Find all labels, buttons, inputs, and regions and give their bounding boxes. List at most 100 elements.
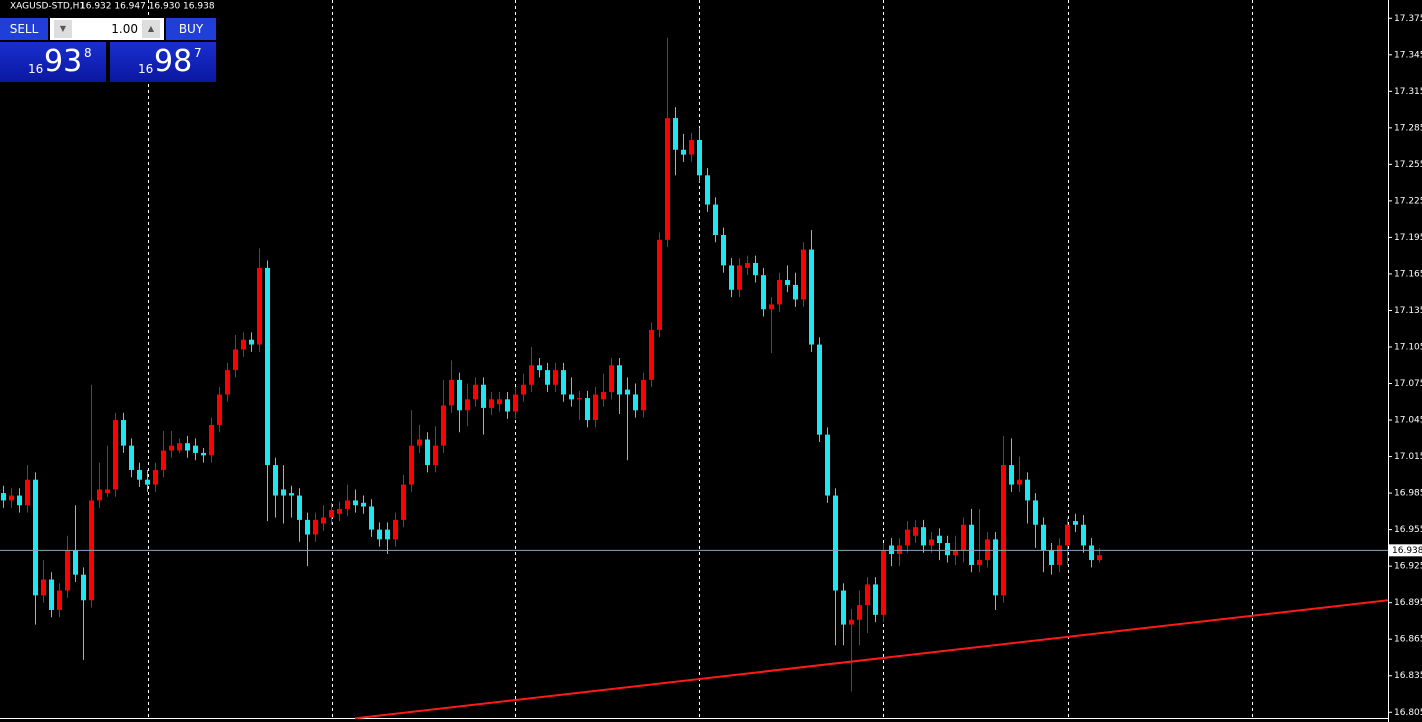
candle-body (689, 140, 694, 155)
sell-price[interactable]: 16 93 8 (0, 42, 106, 82)
candle-body (169, 445, 174, 451)
candle-body (473, 384, 478, 400)
buy-button[interactable]: BUY (166, 18, 216, 40)
candle-body (105, 489, 110, 494)
candle-body (185, 443, 190, 451)
candle-body (97, 489, 102, 501)
candle-body (337, 508, 342, 514)
candle-body (545, 370, 550, 385)
lot-down[interactable]: ▼ (54, 20, 72, 38)
candle-body (881, 550, 886, 615)
candle-body (1001, 465, 1006, 596)
one-click-panel: SELL ▼ 1.00 ▲ BUY 16 93 8 16 98 7 (0, 18, 217, 82)
price-big: 16 (28, 62, 44, 76)
candle-body (585, 398, 590, 421)
lot-up[interactable]: ▲ (142, 20, 160, 38)
candle-body (993, 539, 998, 596)
candle-body (953, 550, 958, 556)
candle-body (377, 529, 382, 540)
candle-body (761, 275, 766, 310)
candle-body (937, 535, 942, 544)
candle-body (569, 394, 574, 400)
candle-body (441, 405, 446, 446)
candle-body (249, 339, 254, 345)
y-tick-label: 17.015 (1394, 452, 1422, 462)
candle-body (961, 524, 966, 551)
candle-body (33, 479, 38, 596)
candle-body (449, 379, 454, 406)
candle-body (425, 439, 430, 466)
candle-body (833, 495, 838, 591)
candle-body (233, 349, 238, 371)
y-tick-label: 16.865 (1394, 635, 1422, 645)
candle-body (353, 500, 358, 506)
candle-body (985, 539, 990, 561)
candle-body (665, 118, 670, 240)
candle-body (361, 502, 366, 507)
candle-body (65, 550, 70, 591)
candle-body (1009, 465, 1014, 485)
candle-body (345, 500, 350, 509)
candle-body (161, 450, 166, 470)
candle-body (257, 267, 262, 345)
candle-body (817, 344, 822, 435)
price-small: 7 (194, 46, 202, 60)
candle-body (129, 445, 134, 470)
candle-body (497, 399, 502, 405)
candle-body (153, 469, 158, 485)
candle-body (673, 118, 678, 150)
candle-body (145, 479, 150, 485)
candle-body (305, 519, 310, 535)
lot-box[interactable]: ▼ 1.00 ▲ (50, 18, 164, 40)
price-mid: 98 (154, 44, 193, 79)
candle-body (737, 265, 742, 290)
candle-body (81, 574, 86, 601)
candle-body (873, 584, 878, 615)
candle-body (801, 249, 806, 300)
price-small: 8 (84, 46, 92, 60)
y-tick-label: 17.045 (1394, 416, 1422, 426)
candle-body (313, 519, 318, 535)
candle-body (1033, 500, 1038, 525)
candle-body (1, 493, 6, 501)
candle-body (17, 495, 22, 506)
y-tick-label: 16.925 (1394, 562, 1422, 572)
candle-body (409, 445, 414, 485)
candle-body (281, 489, 286, 496)
sell-button[interactable]: SELL (0, 18, 48, 40)
candle-body (241, 339, 246, 350)
price-big: 16 (138, 62, 154, 76)
candle-body (897, 545, 902, 554)
candle-body (601, 392, 606, 400)
y-tick-label: 16.895 (1394, 598, 1422, 608)
candle-body (865, 584, 870, 606)
y-tick-label: 17.225 (1394, 196, 1422, 206)
candle-body (297, 495, 302, 520)
candle-body (769, 304, 774, 310)
candle-body (945, 543, 950, 556)
candle-body (785, 280, 790, 285)
y-tick-label: 16.955 (1394, 525, 1422, 535)
candle-body (617, 365, 622, 395)
candle-body (577, 398, 582, 400)
price-mid: 93 (44, 44, 83, 79)
candle-body (289, 493, 294, 496)
quote: 16.932 16.947 16.930 16.938 (80, 2, 215, 12)
candle-body (393, 519, 398, 540)
candle-body (841, 590, 846, 625)
lot-value[interactable]: 1.00 (111, 22, 138, 36)
candle-body (177, 443, 182, 451)
candle-body (729, 265, 734, 290)
candle-body (25, 479, 30, 506)
candle-body (1065, 524, 1070, 546)
candle-body (1049, 550, 1054, 565)
candle-body (481, 384, 486, 408)
candle-body (553, 370, 558, 385)
candle-body (329, 510, 334, 518)
candle-body (561, 370, 566, 395)
candle-body (713, 204, 718, 235)
candle-body (1017, 479, 1022, 485)
buy-price[interactable]: 16 98 7 (110, 42, 216, 82)
